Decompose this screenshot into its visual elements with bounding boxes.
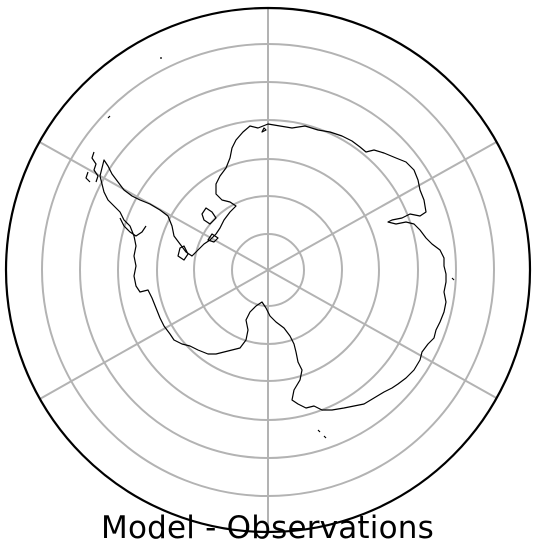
parallel-circle xyxy=(41,43,495,497)
antarctica-coastline xyxy=(99,123,447,411)
parallel-circle xyxy=(193,195,343,345)
parallel-circle xyxy=(231,233,305,307)
map-boundary xyxy=(4,6,532,534)
meridian-lines xyxy=(35,8,501,532)
parallel-circle xyxy=(156,158,380,382)
map-title: Model - Observations xyxy=(101,510,434,546)
meridian-line xyxy=(267,139,501,271)
parallel-circle xyxy=(117,119,419,421)
meridian-line xyxy=(37,269,269,401)
parallel-circle xyxy=(79,81,457,459)
map-content xyxy=(35,8,501,532)
parallel-circles xyxy=(41,43,495,497)
coastline xyxy=(85,57,455,439)
meridian-line xyxy=(267,269,501,401)
peninsula-islands xyxy=(85,57,455,439)
